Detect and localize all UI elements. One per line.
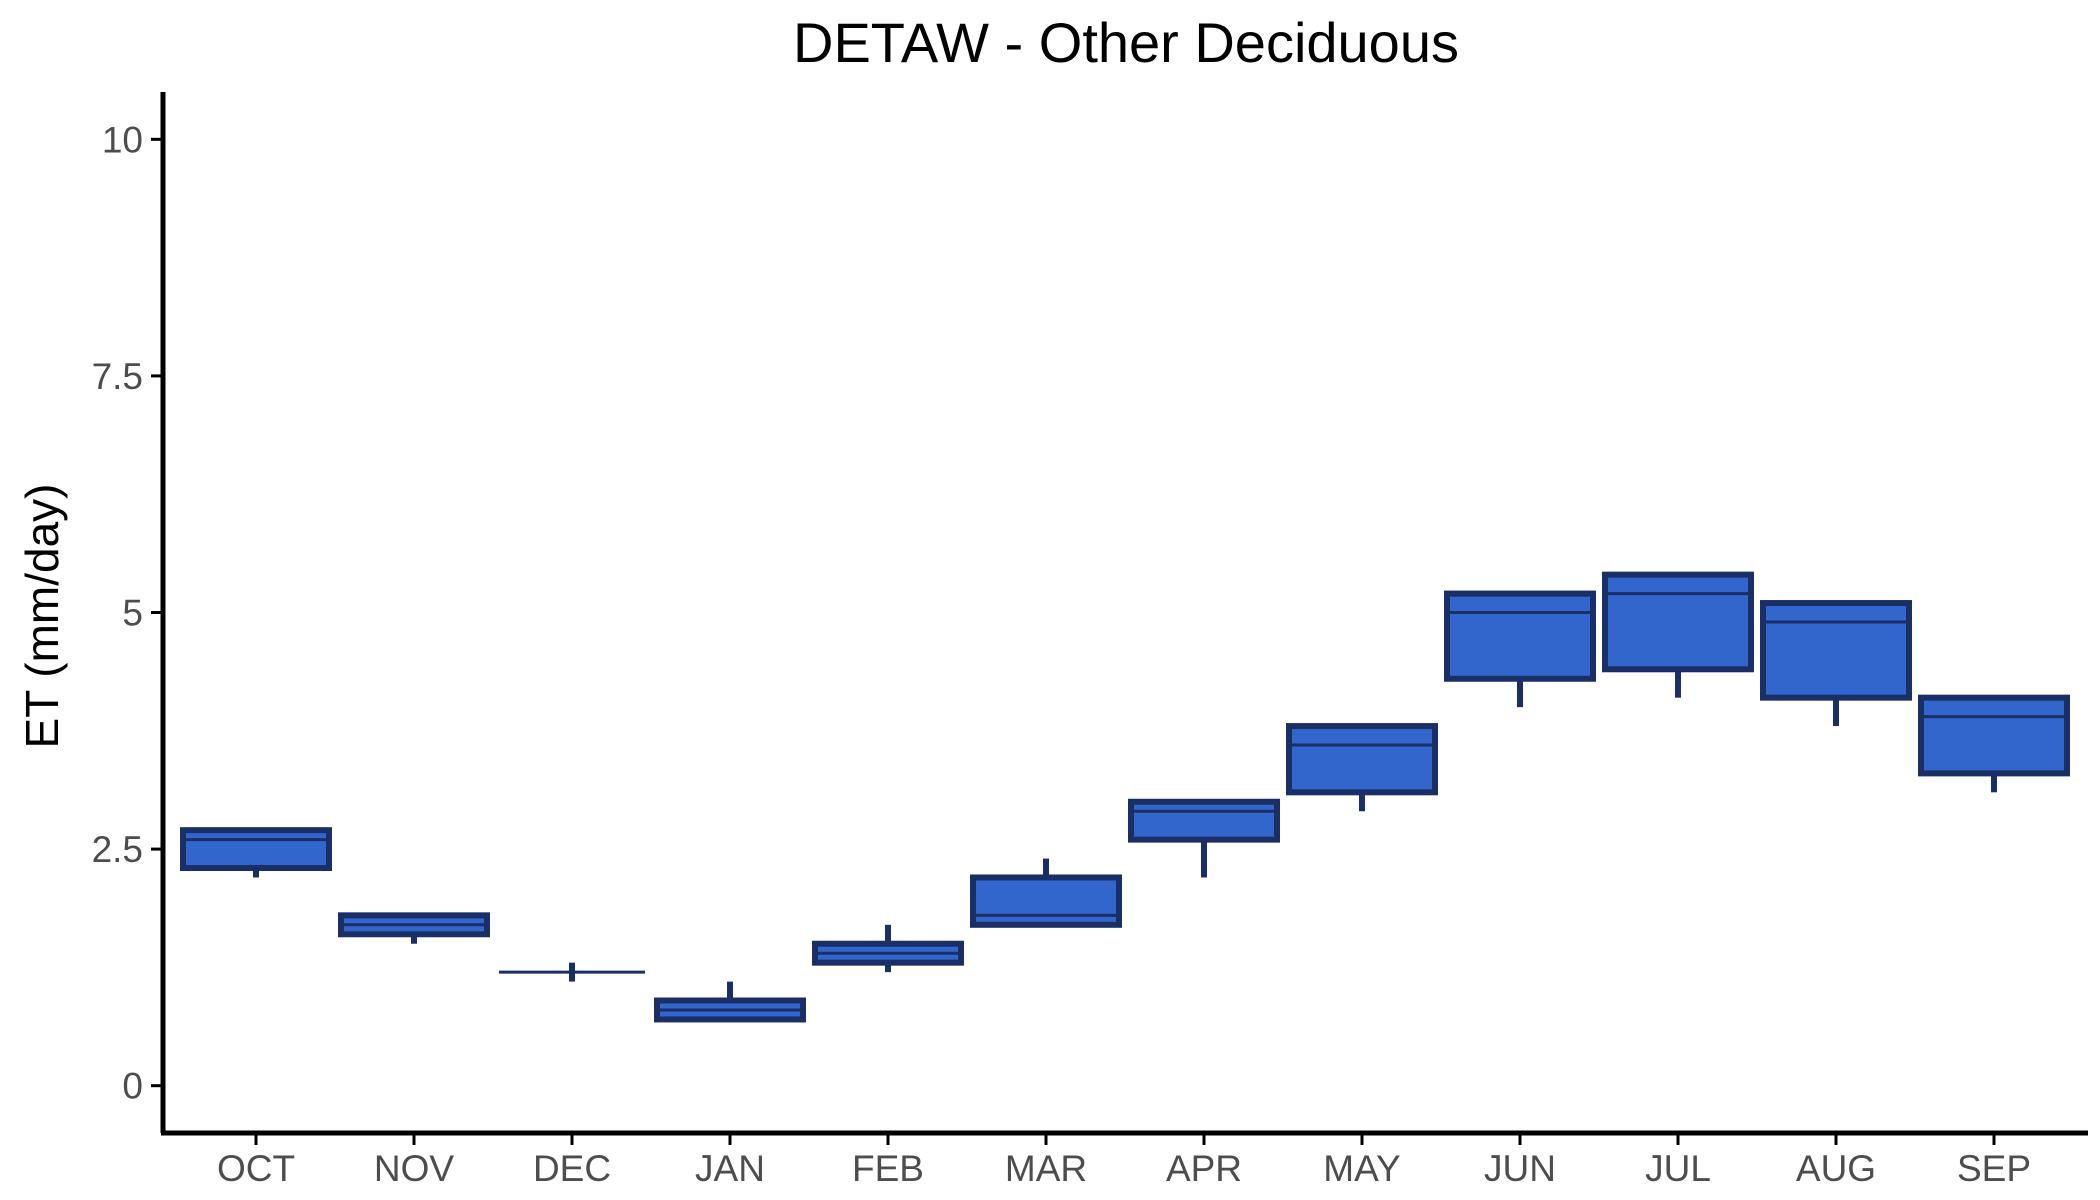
- x-tick-label: JUL: [1645, 1148, 1711, 1189]
- x-tick-label: JUN: [1484, 1148, 1556, 1189]
- x-tick-label: JAN: [695, 1148, 765, 1189]
- box-jun: [1444, 590, 1596, 682]
- y-tick-label: 2.5: [92, 829, 143, 870]
- box-aug: [1760, 600, 1912, 701]
- box-jul: [1602, 571, 1754, 673]
- x-tick-label: APR: [1166, 1148, 1242, 1189]
- x-tick-label: AUG: [1796, 1148, 1876, 1189]
- x-tick-label: NOV: [374, 1148, 455, 1189]
- x-tick-label: MAR: [1005, 1148, 1087, 1189]
- box-apr: [1128, 798, 1280, 843]
- y-tick-label: 0: [122, 1066, 143, 1107]
- box-may: [1286, 723, 1438, 796]
- box-sep: [1918, 694, 2070, 777]
- y-axis-title: ET (mm/day): [16, 484, 68, 749]
- x-tick-label: DEC: [533, 1148, 611, 1189]
- chart-title: DETAW - Other Deciduous: [793, 11, 1459, 74]
- x-tick-label: FEB: [852, 1148, 924, 1189]
- x-tick-label: SEP: [1957, 1148, 2031, 1189]
- box-mar: [970, 874, 1122, 928]
- y-tick-label: 10: [102, 119, 143, 160]
- x-tick-label: MAY: [1323, 1148, 1400, 1189]
- box-oct: [180, 827, 332, 872]
- x-tick-label: OCT: [217, 1148, 295, 1189]
- y-tick-label: 5: [122, 593, 143, 634]
- y-tick-label: 7.5: [92, 356, 143, 397]
- plot-area: 0 2.5 5 7.5 10 OCT NOV DEC JAN FEB MAR APR MAY JUN JUL…: [92, 92, 2088, 1189]
